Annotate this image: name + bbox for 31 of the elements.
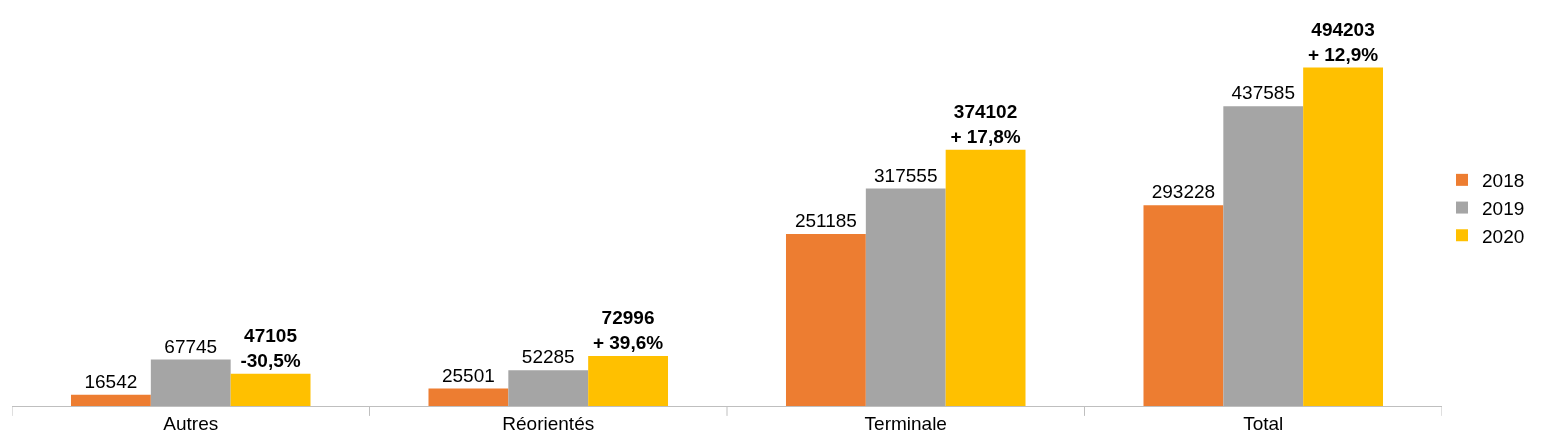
bar xyxy=(945,149,1026,406)
bar xyxy=(230,373,311,406)
bar xyxy=(588,356,669,406)
legend-label: 2020 xyxy=(1482,225,1525,247)
bar xyxy=(1223,106,1304,406)
bar xyxy=(1143,205,1224,406)
bar xyxy=(150,359,231,406)
x-tick-label: Total xyxy=(1243,412,1284,434)
data-label: 374102 + 17,8% xyxy=(950,101,1021,147)
legend-label: 2018 xyxy=(1482,170,1525,192)
bar xyxy=(865,188,946,406)
data-label: 72996 + 39,6% xyxy=(592,307,664,354)
bar xyxy=(1303,67,1384,406)
data-label: 47105 -30,5% xyxy=(240,325,301,371)
data-label: 251185 xyxy=(794,209,857,231)
data-label: 67745 xyxy=(164,335,218,357)
x-tick-label: Autres xyxy=(163,412,219,434)
bar xyxy=(428,388,509,406)
x-tick-label: Réorientés xyxy=(502,412,595,434)
x-tick-label: Terminale xyxy=(864,412,947,434)
data-label: 317555 xyxy=(874,164,938,186)
data-label: 25501 xyxy=(441,364,495,386)
data-label: 293228 xyxy=(1151,181,1216,203)
data-label: 16542 xyxy=(84,370,138,392)
data-label: 437585 xyxy=(1231,82,1295,104)
bar xyxy=(508,370,589,406)
bar xyxy=(785,233,866,406)
legend-label: 2019 xyxy=(1482,197,1525,219)
data-label: 494203 + 12,9% xyxy=(1307,18,1379,65)
bar xyxy=(70,394,151,406)
data-label: 52285 xyxy=(521,346,575,368)
